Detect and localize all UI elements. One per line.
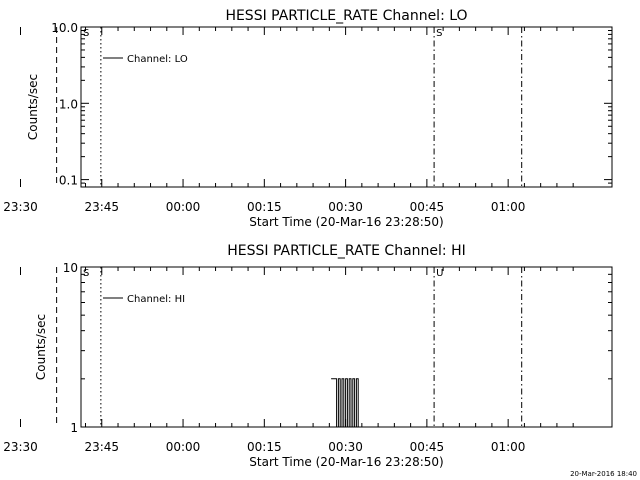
event-marker-label: S [436,28,442,39]
chart-title: HESSI PARTICLE_RATE Channel: HI [227,243,465,259]
y-tick-label: 0.1 [59,174,78,188]
y-axis-label: Counts/sec [34,314,48,380]
x-tick-label: 01:00 [491,200,526,214]
hi-channel-chart: HESSI PARTICLE_RATE Channel: HI 23:30 23:4… [3,243,613,469]
x-tick-label: 00:15 [247,440,282,454]
x-tick-label: 00:00 [166,440,201,454]
x-tick-label: 23:45 [84,440,119,454]
chart-title: HESSI PARTICLE_RATE Channel: LO [225,8,467,24]
lo-channel-chart: HESSI PARTICLE_RATE Channel: LO 23:30 23:4… [3,8,613,229]
plot-frame [80,266,613,428]
x-axis-label: Start Time (20-Mar-16 23:28:50) [249,455,443,469]
x-tick-label: 23:45 [84,200,119,214]
timestamp-label: 20-Mar-2016 18:40 [570,470,637,478]
x-tick-label: 23:30 [3,200,38,214]
x-tick-label: 23:30 [3,440,38,454]
x-tick-label: 00:15 [247,200,282,214]
legend-entry: Channel: LO [127,54,188,65]
x-tick-label: 00:45 [410,440,445,454]
event-marker-label: U [436,268,443,279]
event-marker-label: S [83,268,89,279]
legend-entry: Channel: HI [127,294,185,305]
y-tick-label: 10.0 [51,21,78,35]
y-tick-label: 1.0 [59,97,78,111]
x-tick-label: 00:00 [166,200,201,214]
x-tick-label: 01:00 [491,440,526,454]
x-tick-label: 00:45 [410,200,445,214]
x-axis-label: Start Time (20-Mar-16 23:28:50) [249,215,443,229]
event-marker-label: S [83,28,89,39]
y-tick-label: 10 [63,261,78,275]
plot-frame [80,26,613,188]
y-axis-label: Counts/sec [26,74,40,140]
y-tick-label: 1 [70,421,78,435]
data-series-line [331,378,360,428]
x-tick-label: 00:30 [328,200,363,214]
x-tick-label: 00:30 [328,440,363,454]
